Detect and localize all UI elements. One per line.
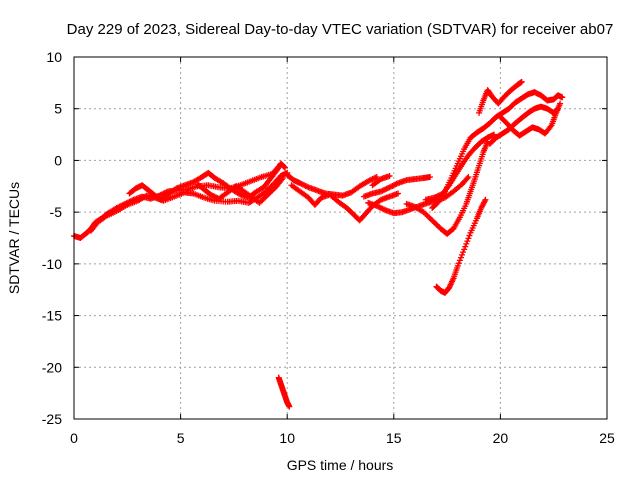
series-track-13 [429,89,566,212]
axis-ticks: 0 5 10 15 20 25 10 5 0 -5 -10 -15 -20 -25 [42,49,615,446]
data-point [559,94,566,101]
x-tick-label: 25 [599,430,615,446]
x-tick-label: 20 [493,430,509,446]
data-point [463,240,470,247]
series-track-16 [497,100,564,139]
data-point [279,175,286,182]
data-point [426,214,433,221]
data-point [373,173,380,180]
data-point [456,257,463,264]
series-track-15 [486,103,561,147]
y-tick-label: -20 [42,359,62,375]
y-tick-label: 10 [46,49,62,65]
data-point [434,222,441,229]
y-tick-label: -10 [42,256,62,272]
series-track-07 [360,173,434,200]
series-track-03 [126,160,289,203]
y-tick-label: 5 [54,101,62,117]
data-point [465,235,472,242]
y-tick-label: 0 [54,152,62,168]
series-track-08 [369,172,393,189]
y-tick-label: -5 [50,204,63,220]
data-point [465,173,472,180]
y-tick-label: -15 [42,308,62,324]
x-axis-label: GPS time / hours [287,457,394,473]
data-point [482,196,489,203]
series-track-04 [194,175,286,206]
data-point [424,213,431,220]
data-point [423,211,430,218]
data-point [455,260,462,267]
data-point [395,190,402,197]
data-point [427,216,434,223]
data-point [461,246,468,253]
data-point [557,100,564,107]
data-point [518,78,525,85]
data-point [281,163,288,170]
data-point [457,254,464,261]
data-point [460,249,467,256]
data-points [71,78,566,410]
data-point [462,243,469,250]
series-track-12 [433,196,489,296]
data-point [430,218,437,225]
data-point [464,238,471,245]
data-point [432,220,439,227]
data-point [454,262,461,269]
y-tick-label: -25 [42,411,62,427]
plot-frame [73,56,608,420]
x-tick-label: 0 [70,430,78,446]
data-point [427,173,434,180]
chart-title: Day 229 of 2023, Sidereal Day-to-day VTE… [67,21,614,38]
data-point [286,403,293,410]
data-point [464,175,471,182]
data-point [459,251,466,258]
series-track-17 [275,374,293,410]
data-point [429,217,436,224]
series-track-05 [284,171,380,199]
series-track-14 [476,78,525,116]
data-point [491,131,498,138]
data-point [282,164,289,171]
data-point [466,232,473,239]
series-track-10 [403,138,491,237]
y-axis-label: SDTVAR / TECUs [6,182,22,294]
x-tick-label: 15 [386,430,402,446]
data-point [386,172,393,179]
x-tick-label: 5 [177,430,185,446]
x-tick-label: 10 [279,430,295,446]
data-point [433,221,440,228]
